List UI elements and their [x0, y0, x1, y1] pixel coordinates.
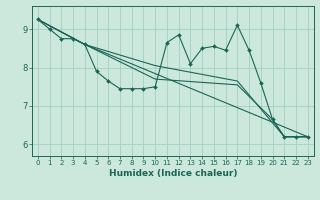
- X-axis label: Humidex (Indice chaleur): Humidex (Indice chaleur): [108, 169, 237, 178]
